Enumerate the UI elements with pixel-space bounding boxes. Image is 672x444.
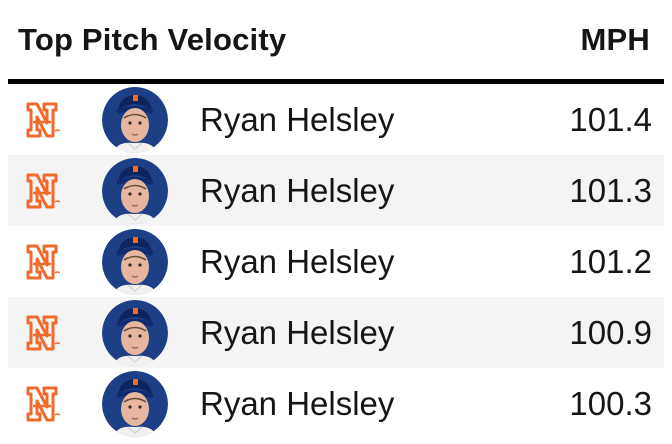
mets-logo-icon xyxy=(24,314,61,352)
mets-logo-icon xyxy=(24,385,61,423)
player-avatar xyxy=(102,86,168,153)
player-name: Ryan Helsley xyxy=(200,100,395,138)
unit-label: MPH xyxy=(580,22,650,57)
header-divider xyxy=(8,79,664,84)
velocity-list: Ryan Helsley 101.4 Ryan Helsley 101.3 xyxy=(8,84,664,439)
player-name: Ryan Helsley xyxy=(200,313,395,351)
player-name: Ryan Helsley xyxy=(200,242,395,280)
mets-logo-icon xyxy=(24,172,61,210)
velocity-value: 101.4 xyxy=(569,100,652,138)
table-header: Top Pitch Velocity MPH xyxy=(8,0,664,80)
widget-title: Top Pitch Velocity xyxy=(18,22,287,57)
mets-logo-icon xyxy=(24,243,61,281)
velocity-value: 100.9 xyxy=(569,313,652,351)
velocity-value: 101.3 xyxy=(569,171,652,209)
mets-logo-icon xyxy=(24,101,61,139)
list-item[interactable]: Ryan Helsley 100.9 xyxy=(8,297,664,368)
player-name: Ryan Helsley xyxy=(200,384,395,422)
list-item[interactable]: Ryan Helsley 101.3 xyxy=(8,155,664,226)
player-name: Ryan Helsley xyxy=(200,171,395,209)
player-avatar xyxy=(102,157,168,224)
velocity-value: 101.2 xyxy=(569,242,652,280)
velocity-value: 100.3 xyxy=(569,384,652,422)
list-item[interactable]: Ryan Helsley 101.2 xyxy=(8,226,664,297)
player-avatar xyxy=(102,228,168,295)
player-avatar xyxy=(102,299,168,366)
player-avatar xyxy=(102,370,168,437)
list-item[interactable]: Ryan Helsley 101.4 xyxy=(8,84,664,155)
list-item[interactable]: Ryan Helsley 100.3 xyxy=(8,368,664,439)
